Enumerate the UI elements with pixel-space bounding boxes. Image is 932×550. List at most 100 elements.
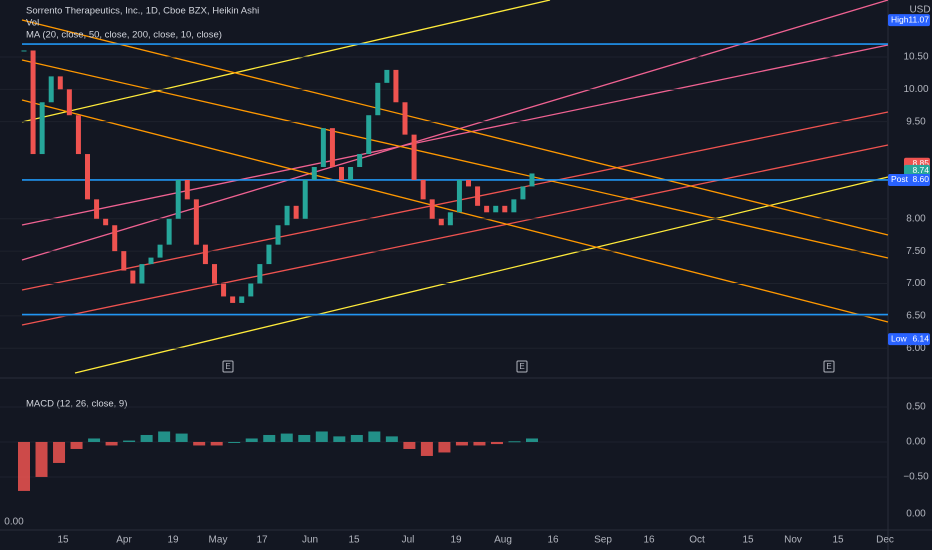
macd-bar — [18, 441, 30, 491]
y-tick-label: 10.00 — [903, 84, 928, 95]
macd-bar — [368, 431, 381, 442]
price-label-value: 8.60 — [912, 174, 929, 184]
candle — [520, 186, 526, 200]
macd-bar — [123, 440, 136, 442]
macd-bar — [210, 441, 223, 446]
candle — [121, 251, 127, 271]
candle — [311, 166, 317, 180]
x-tick-label: 15 — [57, 535, 69, 546]
candle — [502, 205, 508, 213]
macd-bar — [298, 434, 311, 442]
macd-bar — [35, 441, 48, 477]
macd-bar — [403, 441, 416, 449]
price-label-name: High — [891, 14, 909, 24]
macd-bar — [438, 441, 451, 453]
event-box — [516, 360, 528, 373]
y-tick-label: 6.00 — [906, 343, 926, 354]
price-label-value: 11.07 — [908, 14, 929, 24]
event-label: E — [826, 362, 831, 371]
candle — [411, 134, 417, 180]
candle — [212, 264, 217, 284]
price-label-box — [888, 14, 930, 27]
y-tick-label: 0.00 — [906, 437, 926, 448]
macd-bar — [70, 441, 83, 449]
currency: USD — [909, 5, 930, 16]
candle — [475, 186, 481, 206]
candle — [447, 212, 453, 226]
event-box — [222, 360, 234, 373]
macd-bar — [508, 441, 521, 443]
price-label-box — [904, 164, 930, 177]
candle — [266, 244, 272, 265]
x-tick-label: 15 — [348, 535, 360, 546]
y-tick-label: 8.00 — [906, 213, 926, 224]
x-tick-label: Aug — [494, 535, 512, 546]
x-tick-label: 15 — [742, 535, 754, 546]
lower-label: 0.00 — [906, 509, 926, 520]
macd-bar — [193, 441, 206, 446]
ma-label: MA (20, close, 50, close, 200, close, 10… — [26, 30, 222, 41]
y-tick-label: 6.50 — [906, 311, 926, 322]
candle — [339, 166, 344, 180]
candle — [248, 283, 254, 297]
macd-bar — [175, 433, 188, 442]
candle — [393, 69, 399, 103]
candle — [284, 205, 290, 226]
candle — [30, 50, 36, 155]
x-tick-label: Dec — [876, 535, 894, 546]
macd-bar — [105, 441, 118, 446]
candle — [329, 128, 335, 167]
x-tick-label: Oct — [689, 535, 705, 546]
candle — [493, 205, 499, 213]
macd-bar — [333, 436, 346, 442]
candle — [484, 205, 490, 213]
macd-bar — [420, 441, 433, 456]
symbol-title: Sorrento Therapeutics, Inc., 1D, Cboe BZ… — [26, 6, 259, 17]
candle — [438, 218, 444, 226]
y-tick-label: 0.50 — [906, 402, 926, 413]
price-label-name: Post — [891, 174, 909, 184]
macd-bar — [350, 434, 363, 442]
candle — [320, 128, 326, 167]
macd-bar — [315, 431, 328, 442]
macd-bar — [385, 436, 398, 442]
y-tick-label: −0.50 — [903, 472, 929, 483]
event-label: E — [519, 362, 524, 371]
x-tick-label: 17 — [256, 535, 268, 546]
x-tick-label: 15 — [832, 535, 844, 546]
macd-bar — [455, 441, 468, 446]
x-tick-label: 19 — [167, 535, 179, 546]
price-label-box — [888, 333, 930, 346]
candle — [130, 270, 136, 284]
x-tick-label: Nov — [784, 535, 802, 546]
x-tick-label: 16 — [643, 535, 655, 546]
candle — [402, 102, 408, 135]
candle — [75, 115, 81, 155]
candle — [456, 179, 462, 213]
event-box — [823, 360, 835, 373]
candle — [348, 166, 354, 180]
candle — [166, 218, 172, 245]
candle — [202, 244, 208, 265]
y-tick-label: 7.50 — [906, 246, 926, 257]
candle — [184, 179, 190, 200]
macd-bar — [526, 438, 538, 442]
macd-bar — [140, 434, 153, 442]
price-label-box — [888, 173, 930, 186]
candle — [148, 257, 154, 265]
candle — [429, 199, 435, 219]
candle — [85, 154, 90, 200]
y-tick-label: 10.50 — [903, 52, 928, 63]
macd-bar — [53, 441, 66, 463]
macd-bar — [88, 438, 101, 442]
macd-bar — [263, 434, 276, 442]
candle — [239, 296, 245, 303]
price-label-value: 6.14 — [912, 333, 929, 343]
candle — [357, 154, 363, 167]
candle — [48, 76, 54, 103]
event-label: E — [225, 362, 230, 371]
macd-bar — [473, 441, 486, 446]
trendlines — [21, 0, 889, 374]
